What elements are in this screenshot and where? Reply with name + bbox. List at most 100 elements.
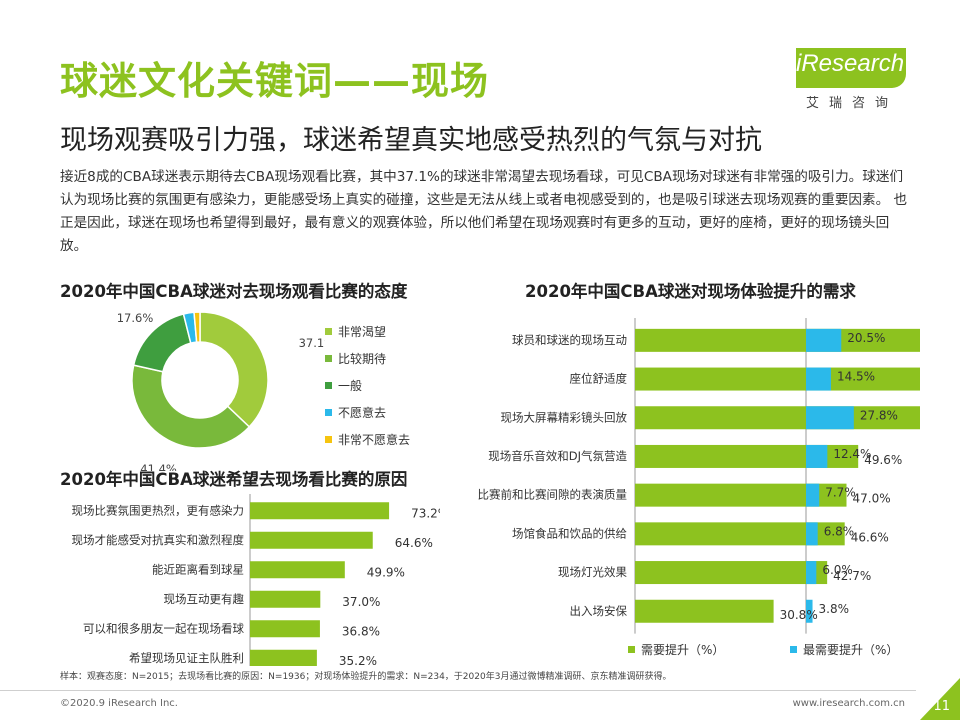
demand-most-need-value-2: 27.8% (860, 408, 898, 422)
legend-most-need-label: 最需要提升（%） (803, 643, 899, 657)
copyright: ©2020.9 iResearch Inc. (60, 698, 178, 709)
demand-most-need-bar-6 (806, 561, 817, 585)
reasons-category-5: 希望现场见证主队胜利 (129, 651, 244, 665)
legend-need-label: 需要提升（%） (641, 643, 725, 657)
reasons-bar-3 (250, 590, 321, 608)
reasons-value-1: 64.6% (395, 536, 433, 550)
legend-item-4: 非常不愿意去 (325, 426, 410, 453)
page-title: 球迷文化关键词——现场 (60, 59, 490, 103)
intro-paragraph: 接近8成的CBA球迷表示期待去CBA现场观看比赛，其中37.1%的球迷非常渴望去… (60, 169, 908, 254)
attitude-legend: 非常渴望比较期待一般不愿意去非常不愿意去 (325, 318, 410, 453)
demand-most-need-bar-0 (806, 328, 842, 352)
page-number: 11 (933, 699, 950, 714)
reasons-category-0: 现场比赛氛围更热烈，更有感染力 (72, 503, 245, 517)
reasons-chart-title: 2020年中国CBA球迷希望去现场看比赛的原因 (60, 470, 408, 489)
demand-most-need-value-5: 6.8% (824, 524, 855, 538)
logo-text: iResearch (796, 50, 905, 77)
demand-need-value-7: 30.8% (780, 608, 818, 622)
demand-most-need-value-0: 20.5% (847, 331, 885, 345)
legend-swatch-1 (325, 355, 332, 362)
donut-slice-0 (199, 311, 269, 428)
footer-divider (0, 690, 916, 691)
iresearch-logo: iResearch 艾瑞咨询 (790, 48, 910, 112)
donut-slice-1 (131, 364, 251, 449)
reasons-value-0: 73.2% (411, 506, 440, 520)
reasons-value-4: 36.8% (342, 624, 380, 638)
demand-category-0: 球员和球迷的现场互动 (512, 333, 627, 347)
reasons-bar-2 (250, 561, 345, 579)
legend-label-3: 不愿意去 (338, 406, 387, 420)
logo-subtext: 艾瑞咨询 (806, 96, 899, 111)
legend-need-swatch (628, 646, 635, 653)
donut-slice-4 (193, 311, 201, 343)
legend-label-4: 非常不愿意去 (338, 433, 411, 447)
demand-most-need-value-3: 12.4% (833, 447, 871, 461)
legend-swatch-3 (325, 409, 332, 416)
reasons-bar-0 (250, 502, 390, 520)
logo-badge: iResearch (796, 48, 906, 88)
reasons-value-5: 35.2% (339, 654, 377, 666)
donut-label-2: 17.6% (117, 311, 154, 325)
demand-most-need-value-1: 14.5% (837, 370, 875, 384)
reasons-category-3: 现场互动更有趣 (164, 592, 245, 606)
reasons-category-4: 可以和很多朋友一起在现场看球 (83, 621, 244, 635)
reasons-bar-5 (250, 649, 317, 666)
legend-item-3: 不愿意去 (325, 399, 410, 426)
demand-category-5: 场馆食品和饮品的供给 (512, 526, 627, 540)
reasons-value-2: 49.9% (367, 565, 405, 579)
demand-category-2: 现场大屏幕精彩镜头回放 (501, 410, 628, 424)
legend-swatch-0 (325, 328, 332, 335)
demand-need-bar-1 (635, 367, 920, 391)
attitude-chart-title: 2020年中国CBA球迷对去现场观看比赛的态度 (60, 282, 408, 301)
demand-most-need-bar-2 (806, 406, 854, 430)
demand-most-need-value-6: 6.0% (822, 563, 853, 577)
legend-label-0: 非常渴望 (338, 325, 387, 339)
demand-category-4: 比赛前和比赛间隙的表演质量 (478, 488, 628, 502)
reasons-bar-chart: 现场比赛氛围更热烈，更有感染力 73.2% 现场才能感受对抗真实和激烈程度 64.6%… (72, 494, 440, 666)
demand-bar-chart: 球员和球迷的现场互动68.4%20.5%座位舒适度65.4%14.5%现场大屏幕… (478, 318, 920, 634)
legend-item-1: 比较期待 (325, 345, 410, 372)
legend-item-0: 非常渴望 (325, 318, 410, 345)
demand-need-bar-0 (635, 328, 920, 352)
legend-need: 需要提升（%） (628, 641, 724, 658)
donut-label-1: 41.4% (140, 462, 177, 471)
donut-label-0: 37.1% (299, 336, 325, 350)
sample-note: 样本：观赛态度：N=2015；去现场看比赛的原因：N=1936；对现场体验提升的… (60, 672, 672, 682)
legend-most-need: 最需要提升（%） (790, 641, 898, 658)
legend-swatch-2 (325, 382, 332, 389)
reasons-category-2: 能近距离看到球星 (152, 562, 244, 576)
demand-most-need-bar-3 (806, 444, 828, 468)
demand-need-bar-3 (635, 444, 859, 468)
reasons-bar-4 (250, 620, 320, 638)
demand-most-need-value-7: 3.8% (819, 602, 850, 616)
demand-need-bar-6 (635, 561, 828, 585)
legend-swatch-4 (325, 436, 332, 443)
attitude-donut-chart: 37.1%41.4%17.6%2.5%1.4% (117, 311, 325, 471)
demand-category-7: 出入场安保 (570, 604, 628, 618)
demand-most-need-bar-4 (806, 483, 820, 507)
website-link[interactable]: www.iresearch.com.cn (792, 698, 905, 709)
legend-most-need-swatch (790, 646, 797, 653)
demand-most-need-bar-7 (806, 599, 813, 623)
reasons-value-3: 37.0% (342, 595, 380, 609)
legend-label-1: 比较期待 (338, 352, 387, 366)
demand-need-value-4: 47.0% (853, 492, 891, 506)
demand-category-1: 座位舒适度 (570, 372, 628, 386)
demand-most-need-value-4: 7.7% (825, 486, 856, 500)
reasons-category-1: 现场才能感受对抗真实和激烈程度 (72, 533, 245, 547)
demand-need-bar-4 (635, 483, 847, 507)
demand-need-value-6: 42.7% (833, 569, 871, 583)
demand-most-need-bar-1 (806, 367, 831, 391)
demand-category-3: 现场音乐音效和DJ气氛营造 (488, 449, 627, 463)
demand-need-value-5: 46.6% (851, 530, 889, 544)
demand-most-need-bar-5 (806, 522, 818, 546)
demand-need-bar-5 (635, 522, 845, 546)
legend-item-2: 一般 (325, 372, 410, 399)
page-subtitle: 现场观赛吸引力强，球迷希望真实地感受热烈的气氛与对抗 (60, 125, 762, 156)
demand-category-6: 现场灯光效果 (558, 565, 627, 579)
demand-chart-title: 2020年中国CBA球迷对现场体验提升的需求 (525, 282, 856, 301)
legend-label-2: 一般 (338, 379, 363, 393)
reasons-bar-1 (250, 531, 373, 549)
demand-need-value-3: 49.6% (864, 453, 902, 467)
demand-need-bar-7 (635, 599, 774, 623)
